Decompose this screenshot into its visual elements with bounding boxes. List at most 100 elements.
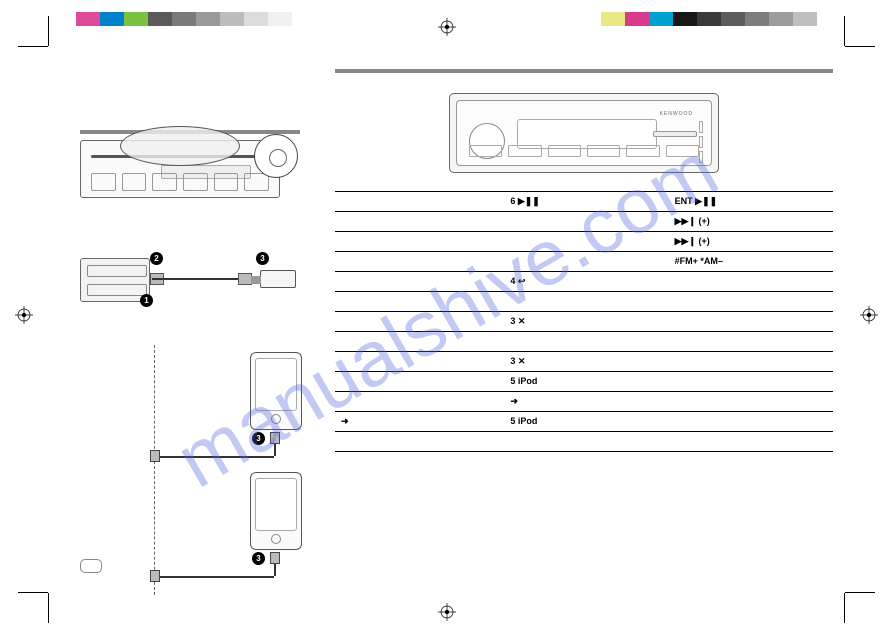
registration-mark-top — [438, 18, 456, 36]
color-swatch — [196, 12, 220, 26]
head-unit-side — [80, 258, 150, 302]
color-swatch — [172, 12, 196, 26]
usb-plug-c — [150, 450, 160, 462]
cell-text: 5 iPod — [510, 416, 537, 426]
table-cell: #FM+ *AM– — [669, 252, 833, 272]
table-cell — [335, 392, 504, 412]
ipod-touch-connection: 3 — [80, 352, 300, 462]
preset-buttons — [469, 145, 699, 157]
cell-text: ▶▶❙ (+) — [675, 216, 710, 226]
color-bar-left — [76, 12, 292, 26]
table-cell — [669, 392, 833, 412]
operations-table: 6 ▶❚❚ ENT ▶❚❚ ▶▶❙ (+) ▶▶❙ (+) #FM+ *AM– 4 ↩… — [335, 191, 833, 452]
table-cell — [669, 432, 833, 452]
cell-text: ➜ — [510, 396, 518, 406]
color-swatch — [601, 12, 625, 26]
table-row: 5 iPod — [335, 372, 833, 392]
page-content: 1 2 3 3 3 KENWOOD — [50, 60, 843, 579]
table-row — [335, 292, 833, 312]
usb-connection-diagram: 1 2 3 — [80, 258, 300, 302]
table-row: ▶▶❙ (+) — [335, 212, 833, 232]
table-cell: ➜ — [335, 412, 504, 432]
registration-mark-left — [15, 306, 33, 324]
color-swatch — [148, 12, 172, 26]
registration-mark-right — [860, 306, 878, 324]
table-cell — [669, 372, 833, 392]
crop-tick — [845, 592, 875, 593]
table-cell — [335, 332, 504, 352]
table-row: ▶▶❙ (+) — [335, 232, 833, 252]
cell-text: 5 iPod — [510, 376, 537, 386]
crop-tick — [844, 16, 845, 46]
crop-tick — [18, 46, 48, 47]
table-cell — [669, 332, 833, 352]
table-cell — [335, 372, 504, 392]
color-swatch — [76, 12, 100, 26]
crop-tick — [845, 46, 875, 47]
table-cell — [335, 232, 504, 252]
cable-3 — [156, 576, 274, 578]
crop-tick — [48, 16, 49, 46]
unit-buttons — [91, 173, 269, 191]
play-pause-icon: ▶❚❚ — [695, 196, 717, 206]
cd-disc — [120, 126, 240, 166]
cell-text: 4 ↩ — [510, 276, 525, 286]
header-col2: 6 ▶❚❚ — [504, 192, 668, 212]
table-cell — [335, 272, 504, 292]
page-number-box — [80, 559, 102, 573]
table-cell — [335, 292, 504, 312]
table-row: 4 ↩ — [335, 272, 833, 292]
right-section-rule — [335, 69, 833, 73]
table-cell: 3 ✕ — [504, 312, 668, 332]
color-swatch — [769, 12, 793, 26]
table-cell — [335, 252, 504, 272]
table-cell — [335, 432, 504, 452]
header-col1 — [335, 192, 504, 212]
brand-label: KENWOOD — [660, 111, 693, 117]
table-cell — [504, 232, 668, 252]
table-cell: ▶▶❙ (+) — [669, 212, 833, 232]
table-cell — [335, 352, 504, 372]
callout-3: 3 — [256, 252, 269, 265]
table-cell — [504, 432, 668, 452]
header-col3: ENT ▶❚❚ — [669, 192, 833, 212]
table-cell — [669, 412, 833, 432]
table-cell: 5 iPod — [504, 412, 668, 432]
crop-tick — [844, 593, 845, 623]
color-swatch — [244, 12, 268, 26]
usb-plug-d — [150, 570, 160, 582]
crop-tick — [18, 592, 48, 593]
cell-text: 3 ✕ — [510, 356, 525, 366]
callout-2: 2 — [150, 252, 163, 265]
table-row — [335, 332, 833, 352]
table-row: #FM+ *AM– — [335, 252, 833, 272]
color-swatch — [124, 12, 148, 26]
table-cell: 5 iPod — [504, 372, 668, 392]
cell-text: 3 ✕ — [510, 316, 525, 326]
callout-3c: 3 — [252, 552, 265, 565]
usb-plug-b — [238, 273, 252, 285]
color-swatch — [697, 12, 721, 26]
usb-cable — [152, 278, 252, 280]
color-swatch — [625, 12, 649, 26]
table-row: ➜ — [335, 392, 833, 412]
table-cell: 3 ✕ — [504, 352, 668, 372]
table-cell: ▶▶❙ (+) — [669, 232, 833, 252]
iphone-icon — [250, 472, 302, 550]
color-swatch — [793, 12, 817, 26]
play-pause-icon: ▶❚❚ — [518, 196, 540, 206]
crop-tick — [48, 593, 49, 623]
cable-2v — [274, 444, 276, 456]
cell-text: ▶▶❙ (+) — [675, 236, 710, 246]
table-cell — [504, 212, 668, 232]
cell-text: #FM+ *AM– — [675, 256, 723, 266]
table-cell — [335, 212, 504, 232]
cable-2 — [156, 456, 274, 458]
table-row: 3 ✕ — [335, 352, 833, 372]
iphone-connection: 3 — [80, 472, 300, 582]
stereo-faceplate-diagram: KENWOOD — [449, 93, 719, 173]
cd-insert-diagram — [80, 140, 280, 218]
callout-1: 1 — [140, 294, 153, 307]
table-cell: 4 ↩ — [504, 272, 668, 292]
callout-3b: 3 — [252, 432, 265, 445]
